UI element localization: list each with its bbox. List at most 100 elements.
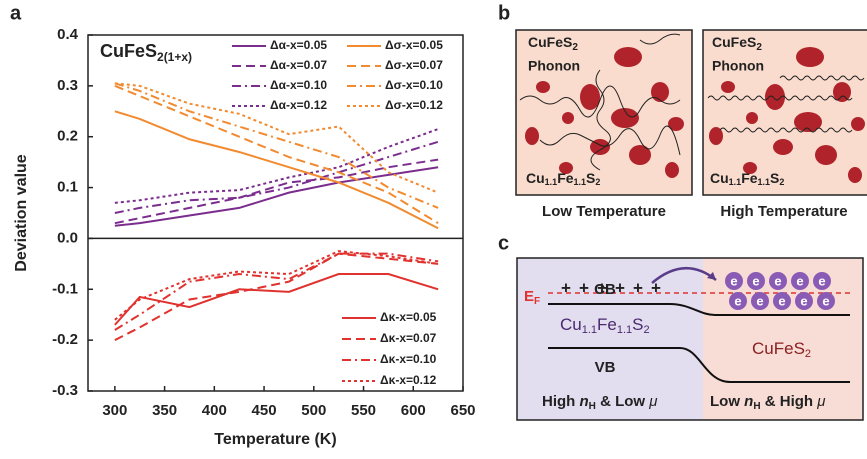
electron bbox=[817, 292, 835, 310]
material-label: Cu1.1Fe1.1S2 bbox=[560, 315, 650, 335]
electron bbox=[773, 292, 791, 310]
text: Low bbox=[710, 393, 744, 410]
y-tick-label: 0.4 bbox=[57, 26, 79, 43]
subscript: 2 bbox=[595, 177, 600, 187]
text: H bbox=[753, 401, 760, 412]
legend-label: Δσ-x=0.12 bbox=[385, 98, 443, 112]
subscript: 2(1+x) bbox=[157, 50, 192, 64]
subscript: 1.1 bbox=[545, 177, 558, 187]
text: Fe bbox=[741, 170, 758, 186]
y-tick-label: 0.3 bbox=[57, 77, 78, 94]
x-axis-label: Temperature (K) bbox=[214, 431, 336, 448]
panel-c: CB VB EF + + + + + + e e e e ee e e e e Cu1.1Fe1.1S2 … bbox=[516, 257, 864, 421]
subscript: 2 bbox=[644, 324, 650, 336]
region bbox=[517, 258, 703, 420]
y-tick-label: -0.2 bbox=[52, 331, 78, 348]
legend-label: Δα-x=0.07 bbox=[270, 58, 327, 72]
text: CuFeS bbox=[100, 41, 157, 61]
legend-label: Δκ-x=0.05 bbox=[380, 310, 437, 324]
x-tick-label: 600 bbox=[401, 402, 426, 419]
text: n bbox=[744, 393, 753, 410]
x-tick-label: 350 bbox=[152, 402, 177, 419]
frame bbox=[516, 257, 864, 421]
x-tick-label: 550 bbox=[351, 402, 376, 419]
subscript: 2 bbox=[779, 177, 784, 187]
electron-label: e bbox=[800, 293, 807, 308]
legend-label: Δα-x=0.10 bbox=[270, 78, 327, 92]
panel-label: b bbox=[498, 2, 510, 24]
text: Cu bbox=[560, 315, 582, 334]
electron-label: e bbox=[734, 293, 741, 308]
electron-label: e bbox=[778, 293, 785, 308]
subscript: 1.1 bbox=[617, 324, 632, 336]
phonon-label: Phonon bbox=[528, 58, 580, 74]
series-line bbox=[114, 252, 439, 331]
x-tick-label: 500 bbox=[301, 402, 326, 419]
arrowhead bbox=[707, 272, 716, 280]
x-tick-label: 300 bbox=[102, 402, 127, 419]
text: CuFeS bbox=[752, 339, 805, 358]
y-axis-label: Deviation value bbox=[13, 154, 30, 271]
text: Cu bbox=[526, 170, 545, 186]
vb-band bbox=[548, 347, 850, 383]
y-tick-label: 0.0 bbox=[57, 229, 78, 246]
text: & High bbox=[761, 393, 818, 410]
caption: High nH & Low μ bbox=[542, 393, 657, 412]
y-tick-label: -0.1 bbox=[52, 280, 78, 297]
caption: High Temperature bbox=[720, 203, 847, 220]
series-line bbox=[114, 158, 439, 225]
series-line bbox=[114, 273, 439, 326]
subscript: 1.1 bbox=[582, 324, 597, 336]
hole: + bbox=[633, 278, 643, 297]
electron-label: e bbox=[774, 273, 781, 288]
electron-label: e bbox=[822, 293, 829, 308]
electron bbox=[725, 272, 743, 290]
electron bbox=[747, 272, 765, 290]
electron bbox=[795, 292, 813, 310]
series-line bbox=[114, 110, 439, 230]
box bbox=[515, 29, 693, 196]
subscript: 2 bbox=[572, 42, 578, 53]
phonon-label: Phonon bbox=[712, 58, 764, 74]
electron-label: e bbox=[752, 273, 759, 288]
hole: + bbox=[561, 278, 571, 297]
series-line bbox=[114, 252, 439, 342]
x-tick-label: 450 bbox=[252, 402, 277, 419]
text: CuFeS bbox=[712, 34, 756, 50]
legend-label: Δσ-x=0.07 bbox=[385, 58, 443, 72]
series-line bbox=[114, 84, 439, 225]
text: n bbox=[580, 393, 589, 410]
text: S bbox=[632, 315, 643, 334]
vb-label: VB bbox=[595, 359, 616, 376]
y-tick-label: 0.1 bbox=[57, 179, 78, 196]
y-tick-label: -0.3 bbox=[52, 382, 78, 399]
hole: + bbox=[579, 278, 589, 297]
series-line bbox=[114, 82, 439, 194]
box bbox=[702, 29, 867, 196]
electron bbox=[791, 272, 809, 290]
legend-label: Δα-x=0.12 bbox=[270, 98, 327, 112]
legend-label: Δα-x=0.05 bbox=[270, 38, 327, 52]
electron-label: e bbox=[796, 273, 803, 288]
panel-label: a bbox=[10, 2, 22, 24]
panel-b: CuFeS2 Phonon CuFeS2 Phonon Cu1.1Fe1.1S2… bbox=[515, 29, 867, 220]
plot-frame bbox=[87, 34, 464, 392]
text: S bbox=[770, 170, 779, 186]
hole: + bbox=[651, 278, 661, 297]
subscript: F bbox=[534, 296, 540, 307]
caption: Low nH & High μ bbox=[710, 393, 825, 412]
subscript: 2 bbox=[756, 42, 762, 53]
text: E bbox=[524, 288, 534, 305]
text: & Low bbox=[596, 393, 649, 410]
annotation: CuFeS2(1+x) bbox=[100, 41, 192, 64]
text: Cu bbox=[710, 170, 729, 186]
legend-label: Δκ-x=0.12 bbox=[380, 373, 437, 387]
particles bbox=[525, 47, 865, 183]
subscript: 1.1 bbox=[574, 177, 587, 187]
subscript: 2 bbox=[805, 348, 811, 360]
series-line bbox=[114, 140, 439, 214]
phonon-paths bbox=[519, 33, 865, 171]
subscript: 1.1 bbox=[729, 177, 742, 187]
series-line bbox=[114, 250, 439, 321]
